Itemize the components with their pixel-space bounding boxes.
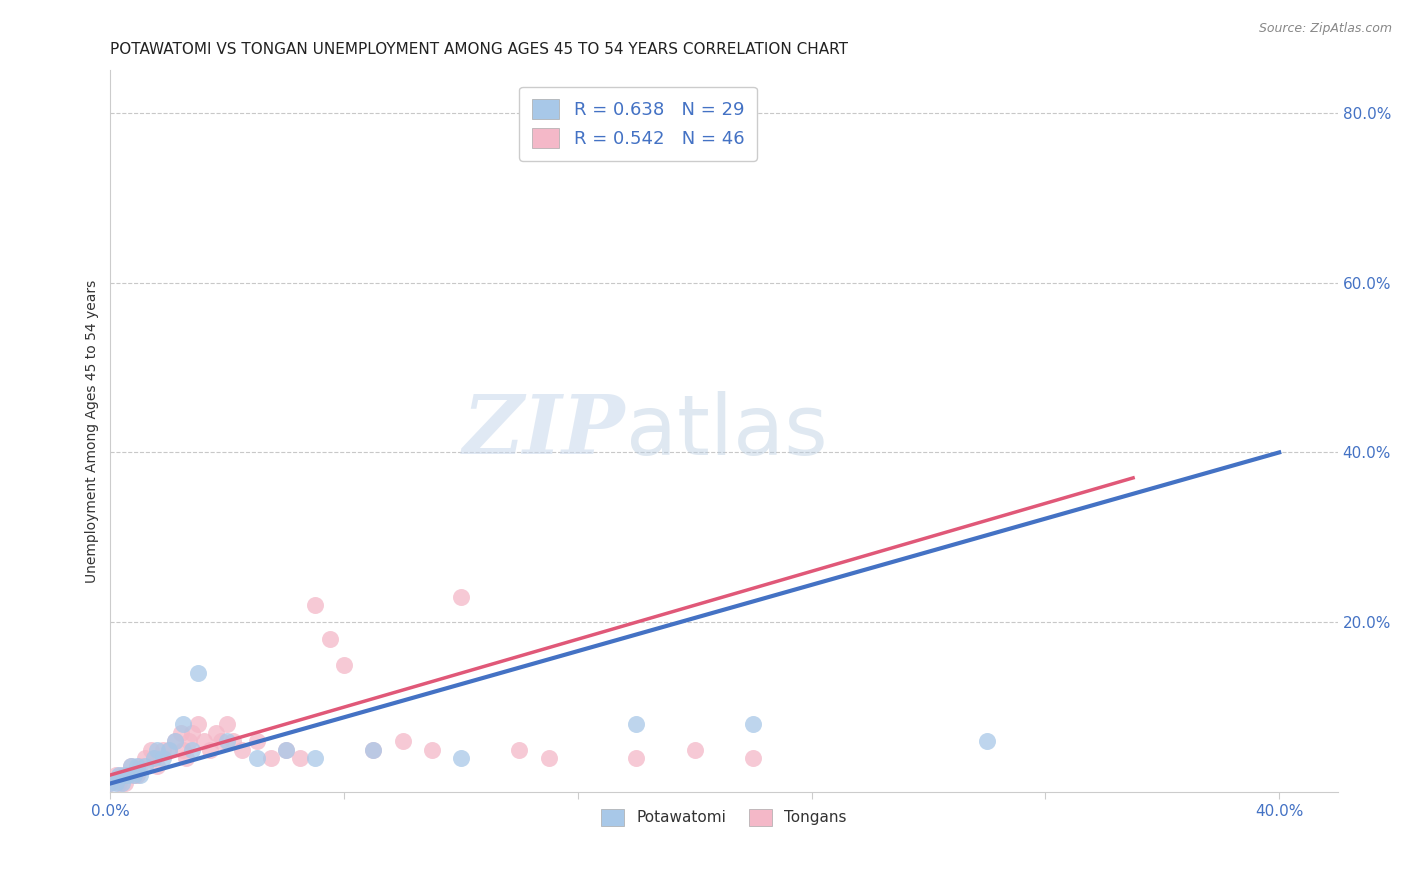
Point: [100, 776, 122, 790]
Point: [626, 717, 648, 731]
Point: [217, 734, 239, 748]
Point: [217, 717, 239, 731]
Point: [141, 742, 163, 756]
Point: [111, 776, 134, 790]
Text: Source: ZipAtlas.com: Source: ZipAtlas.com: [1258, 22, 1392, 36]
Point: [111, 768, 134, 782]
Point: [134, 759, 156, 773]
Point: [143, 751, 166, 765]
Point: [742, 751, 765, 765]
Text: POTAWATOMI VS TONGAN UNEMPLOYMENT AMONG AGES 45 TO 54 YEARS CORRELATION CHART: POTAWATOMI VS TONGAN UNEMPLOYMENT AMONG …: [111, 42, 848, 57]
Point: [117, 768, 139, 782]
Point: [187, 666, 209, 681]
Point: [391, 734, 413, 748]
Point: [120, 759, 142, 773]
Point: [260, 751, 283, 765]
Point: [125, 768, 148, 782]
Point: [742, 717, 765, 731]
Point: [128, 768, 150, 782]
Point: [117, 768, 139, 782]
Point: [304, 751, 326, 765]
Point: [163, 734, 186, 748]
Point: [450, 590, 472, 604]
Point: [176, 751, 198, 765]
Point: [108, 768, 131, 782]
Text: ZIP: ZIP: [463, 392, 626, 471]
Point: [169, 725, 191, 739]
Point: [157, 742, 180, 756]
Point: [363, 742, 385, 756]
Point: [122, 768, 145, 782]
Point: [204, 725, 226, 739]
Point: [152, 751, 174, 765]
Point: [100, 776, 122, 790]
Point: [976, 734, 998, 748]
Point: [128, 759, 150, 773]
Point: [222, 734, 245, 748]
Point: [290, 751, 312, 765]
Point: [274, 742, 297, 756]
Point: [211, 734, 233, 748]
Point: [108, 776, 131, 790]
Point: [198, 742, 221, 756]
Legend: Potawatomi, Tongans: Potawatomi, Tongans: [592, 800, 856, 835]
Point: [179, 734, 201, 748]
Point: [245, 734, 267, 748]
Point: [143, 751, 166, 765]
Point: [152, 742, 174, 756]
Y-axis label: Unemployment Among Ages 45 to 54 years: Unemployment Among Ages 45 to 54 years: [86, 279, 100, 582]
Point: [231, 742, 253, 756]
Point: [146, 742, 169, 756]
Point: [134, 751, 156, 765]
Point: [114, 768, 136, 782]
Point: [420, 742, 443, 756]
Point: [146, 759, 169, 773]
Point: [304, 598, 326, 612]
Point: [537, 751, 560, 765]
Point: [105, 776, 128, 790]
Point: [193, 734, 215, 748]
Point: [125, 759, 148, 773]
Text: atlas: atlas: [626, 391, 828, 472]
Point: [122, 768, 145, 782]
Point: [508, 742, 530, 756]
Point: [114, 776, 136, 790]
Point: [181, 725, 204, 739]
Point: [274, 742, 297, 756]
Point: [626, 751, 648, 765]
Point: [187, 717, 209, 731]
Point: [157, 742, 180, 756]
Point: [120, 759, 142, 773]
Point: [450, 751, 472, 765]
Point: [683, 742, 706, 756]
Point: [172, 742, 194, 756]
Point: [172, 717, 194, 731]
Point: [363, 742, 385, 756]
Point: [105, 768, 128, 782]
Point: [181, 742, 204, 756]
Point: [318, 632, 340, 647]
Point: [333, 657, 356, 672]
Point: [245, 751, 267, 765]
Point: [163, 734, 186, 748]
